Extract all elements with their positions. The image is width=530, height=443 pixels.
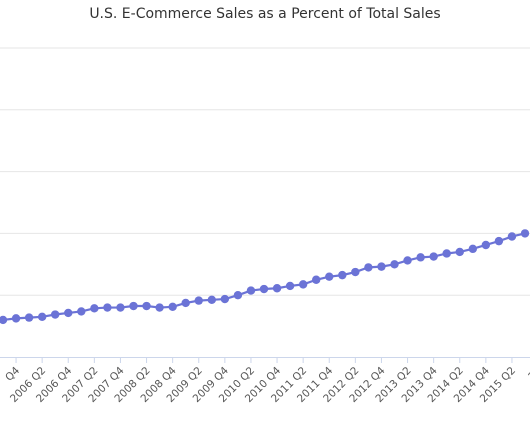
data-point bbox=[116, 303, 125, 312]
data-point bbox=[103, 303, 112, 312]
series-line bbox=[2, 232, 526, 322]
data-point bbox=[246, 286, 256, 295]
data-point bbox=[220, 294, 230, 304]
data-point bbox=[272, 284, 282, 293]
data-point bbox=[325, 272, 334, 281]
data-point bbox=[468, 244, 477, 254]
data-point bbox=[90, 304, 99, 313]
data-point bbox=[64, 308, 73, 318]
data-point bbox=[455, 247, 464, 257]
data-point bbox=[298, 280, 308, 289]
data-point bbox=[51, 310, 60, 319]
data-point bbox=[507, 232, 517, 241]
data-point bbox=[129, 301, 138, 311]
data-point bbox=[442, 249, 451, 258]
data-point bbox=[155, 303, 164, 312]
data-point bbox=[142, 301, 151, 311]
data-point bbox=[416, 253, 425, 262]
data-point bbox=[481, 240, 491, 250]
data-point bbox=[312, 275, 321, 284]
data-point bbox=[37, 312, 47, 322]
data-point bbox=[233, 291, 243, 300]
x-tick-label: 20 bbox=[526, 365, 530, 383]
data-point bbox=[24, 313, 34, 322]
data-point bbox=[403, 256, 412, 265]
data-point bbox=[351, 267, 360, 277]
data-point bbox=[494, 236, 504, 246]
data-point bbox=[194, 296, 203, 305]
data-point bbox=[429, 252, 438, 261]
x-tick-label: Q4 bbox=[3, 364, 22, 383]
data-point bbox=[520, 229, 530, 238]
data-point bbox=[390, 260, 399, 269]
data-point bbox=[77, 307, 86, 316]
data-point bbox=[285, 281, 295, 291]
data-point bbox=[168, 302, 177, 311]
data-point bbox=[11, 314, 21, 323]
data-point bbox=[259, 284, 269, 294]
data-point bbox=[207, 295, 216, 305]
data-point bbox=[0, 315, 8, 325]
data-point bbox=[181, 298, 190, 308]
data-point bbox=[377, 262, 386, 271]
data-point bbox=[338, 270, 347, 280]
data-point bbox=[364, 263, 373, 272]
chart-title: U.S. E-Commerce Sales as a Percent of To… bbox=[89, 6, 441, 22]
